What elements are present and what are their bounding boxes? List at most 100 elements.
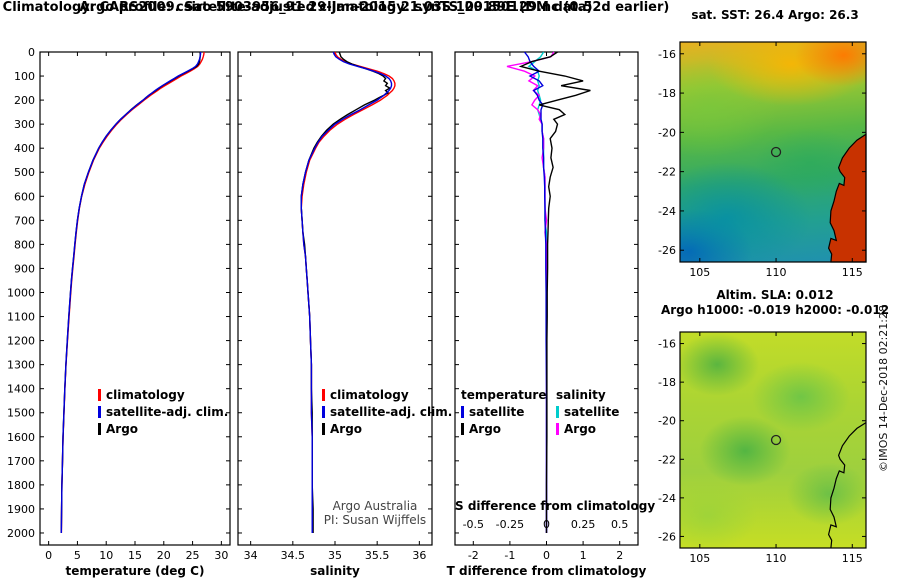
s-difference-axis-label: S difference from climatology (455, 499, 656, 513)
temperature-profile-frame (39, 51, 231, 546)
sla-map-title: Altim. SLA: 0.012 (716, 288, 834, 302)
map-x-tick-label: 105 (689, 552, 710, 565)
map-y-tick-label: -16 (658, 48, 676, 61)
x-tick-label: 30 (214, 549, 228, 562)
series-salinity-satellite (527, 51, 548, 533)
legend-line-marker (98, 388, 101, 401)
legend-item-satellite: satellite (556, 403, 619, 420)
series-satellite-adj-clim- (60, 51, 202, 534)
legend-header-salinity: salinity (556, 387, 606, 402)
depth-tick-label: 800 (14, 238, 35, 251)
map-y-tick-label: -16 (658, 338, 676, 351)
x-tick-label: 1 (580, 549, 587, 562)
sla-map-image (680, 332, 866, 548)
series-satellite-adj-clim- (300, 51, 393, 533)
series-temperature-argo (518, 51, 591, 533)
x-tick-label: 35 (328, 549, 342, 562)
legend-item-argo: Argo (556, 420, 619, 437)
legend-label: Argo (469, 421, 502, 436)
depth-tick-label: 300 (14, 118, 35, 131)
legend: salinity satellite Argo (556, 386, 619, 437)
legend-line-marker (322, 388, 325, 401)
legend-label: climatology (106, 387, 185, 402)
annotation-pi-name: PI: Susan Wijffels (323, 513, 427, 527)
coastline (827, 422, 867, 549)
depth-tick-label: 1200 (7, 335, 35, 348)
map-frame (679, 41, 867, 263)
depth-tick-label: 0 (28, 46, 35, 59)
depth-tick-label: 1000 (7, 286, 35, 299)
map-x-tick-label: 115 (842, 266, 863, 279)
x-tick-label: 34.5 (281, 549, 306, 562)
series-climatology (60, 51, 205, 534)
x-tick-label: 0 (543, 549, 550, 562)
legend-label: satellite-adj. clim. (106, 404, 229, 419)
x-tick-label: -2 (468, 549, 479, 562)
x-tick-label: 15 (128, 549, 142, 562)
coastline-land (827, 133, 867, 263)
sst-map-title: sat. SST: 26.4 Argo: 26.3 (691, 8, 859, 22)
legend-line-marker (322, 405, 325, 418)
map-frame (679, 331, 867, 549)
map-y-tick-label: -26 (658, 530, 676, 543)
legend-line-marker (461, 422, 464, 435)
page-subtitle: Climatology: CARS2009. Satellite-adjuste… (2, 0, 670, 15)
depth-tick-label: 200 (14, 94, 35, 107)
legend-label: satellite (564, 404, 620, 419)
legend-label: satellite (469, 404, 525, 419)
map-x-tick-label: 105 (689, 266, 710, 279)
map-y-tick-label: -20 (658, 415, 676, 428)
depth-tick-label: 600 (14, 190, 35, 203)
depth-tick-label: 1400 (7, 383, 35, 396)
map-y-tick-label: -20 (658, 126, 676, 139)
series-argo (300, 51, 392, 533)
depth-tick-label: 900 (14, 262, 35, 275)
legend-item-satellite-adj-clim-: satellite-adj. clim. (322, 403, 452, 420)
depth-tick-label: 1500 (7, 407, 35, 420)
map-y-tick-label: -18 (658, 87, 676, 100)
depth-tick-label: 2000 (7, 527, 35, 540)
legend-label: Argo (330, 421, 363, 436)
x-tick-label: 34 (244, 549, 258, 562)
legend: climatology satellite-adj. clim. Argo (98, 386, 228, 437)
legend-item-argo: Argo (322, 420, 452, 437)
copyright-watermark: ©IMOS 14-Dec-2018 02:21:28 (877, 305, 890, 472)
map-y-tick-label: -26 (658, 244, 676, 257)
legend-label: satellite-adj. clim. (330, 404, 453, 419)
s-axis-tick-label: -0.25 (496, 518, 524, 531)
sla-map-subtitle: Argo h1000: -0.019 h2000: -0.012 (660, 303, 890, 317)
legend-item-argo: Argo (461, 420, 546, 437)
page-title: Argo profile: csiro 5903956_91 29-Jan-20… (79, 0, 593, 15)
x-tick-label: 35.5 (365, 549, 390, 562)
legend-label: Argo (564, 421, 597, 436)
map-y-tick-label: -18 (658, 376, 676, 389)
legend-line-marker (461, 405, 464, 418)
legend: climatology satellite-adj. clim. Argo (322, 386, 452, 437)
legend-line-marker (322, 422, 325, 435)
depth-tick-label: 1100 (7, 311, 35, 324)
depth-tick-label: 500 (14, 166, 35, 179)
s-axis-tick-label: 0 (543, 518, 550, 531)
depth-tick-label: 1900 (7, 503, 35, 516)
series-climatology (300, 51, 396, 533)
depth-tick-label: 400 (14, 142, 35, 155)
annotation-argo-australia: Argo Australia (332, 499, 418, 513)
legend-line-marker (556, 405, 559, 418)
legend-item-satellite-adj-clim-: satellite-adj. clim. (98, 403, 228, 420)
depth-tick-label: 1600 (7, 431, 35, 444)
legend-line-marker (556, 422, 559, 435)
float-position-marker (770, 434, 782, 446)
map-y-tick-label: -24 (658, 205, 676, 218)
depth-tick-label: 100 (14, 70, 35, 83)
legend-label: Argo (106, 421, 139, 436)
series-temperature-satellite (523, 51, 548, 533)
depth-tick-label: 700 (14, 214, 35, 227)
legend-item-argo: Argo (98, 420, 228, 437)
map-y-tick-label: -24 (658, 492, 676, 505)
s-axis-tick-label: -0.5 (463, 518, 484, 531)
x-tick-label: 10 (99, 549, 113, 562)
legend: temperature satellite Argo (461, 386, 546, 437)
map-y-tick-label: -22 (658, 453, 676, 466)
